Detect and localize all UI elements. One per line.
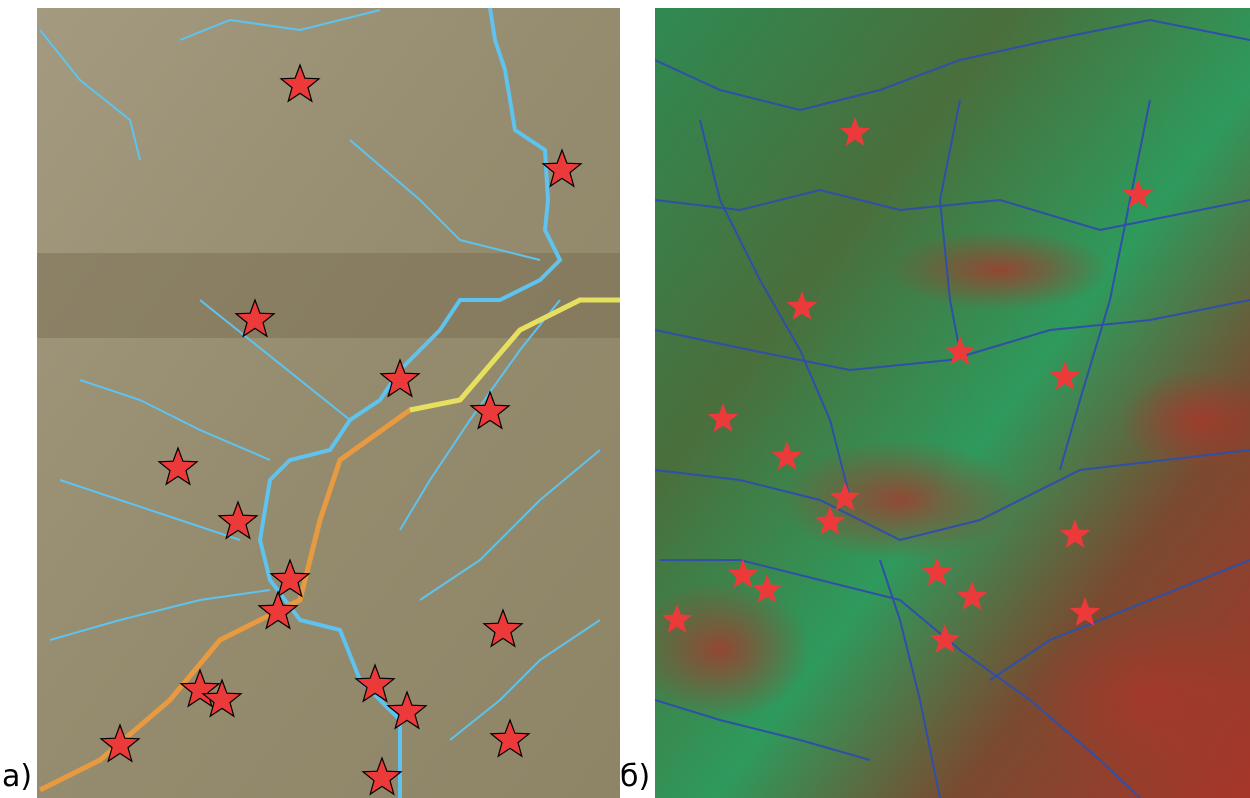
panel-label: б) (620, 759, 650, 794)
panel-label: а) (2, 759, 32, 794)
figure: а) б) (0, 0, 1250, 798)
old-map-panel (37, 8, 620, 798)
